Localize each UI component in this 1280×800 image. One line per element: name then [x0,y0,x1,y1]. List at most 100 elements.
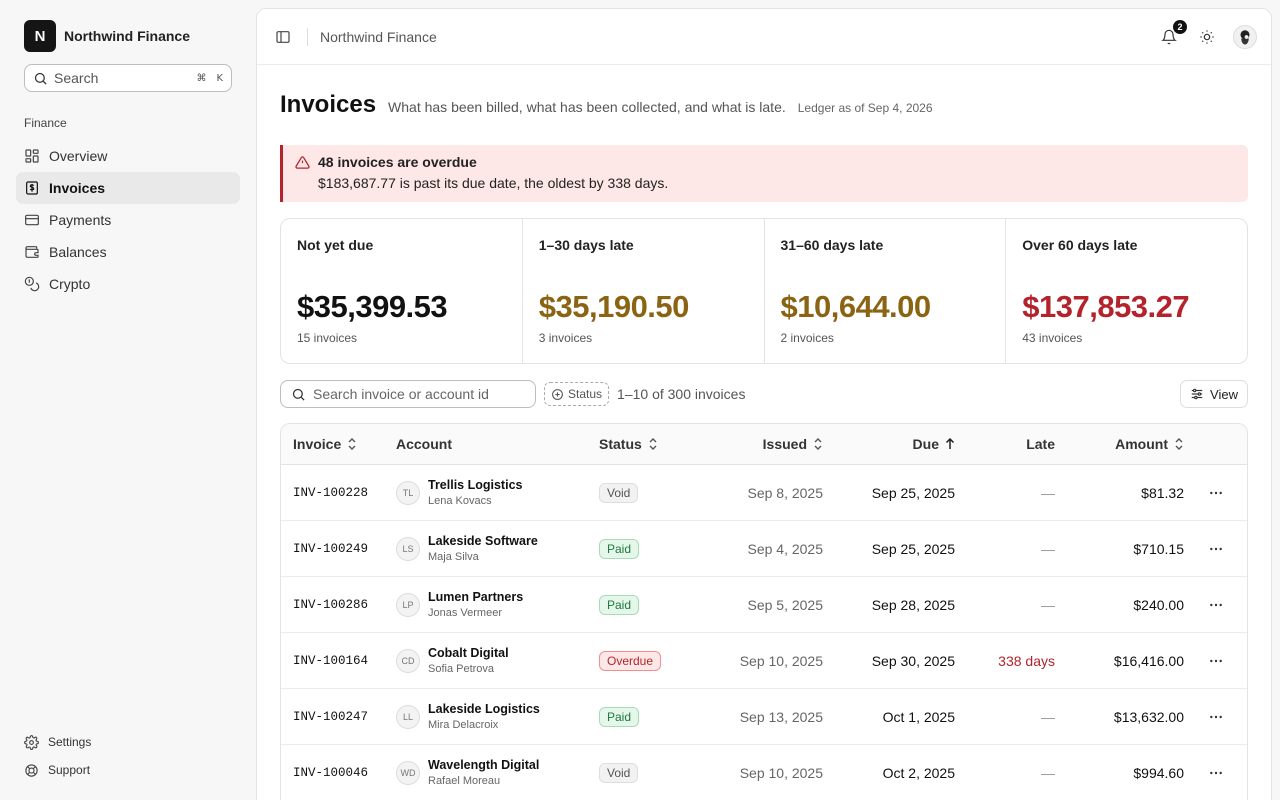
view-label: View [1210,386,1238,402]
more-horizontal-icon [1209,715,1222,718]
invoice-id[interactable]: INV-100046 [293,765,369,780]
row-actions-button[interactable] [1184,597,1247,613]
due-date: Sep 30, 2025 [871,652,955,669]
card-value: $35,399.53 [297,289,448,324]
account-cell[interactable]: LL Lakeside Logistics Mira Delacroix [396,702,599,732]
account-avatar: CD [396,648,420,673]
row-actions-button[interactable] [1184,485,1247,501]
table-toolbar: Search invoice or account id Status 1–10… [280,379,1248,409]
account-name: Cobalt Digital [428,645,509,660]
summary-card-over-60-late[interactable]: Over 60 days late $137,853.27 43 invoice… [1006,219,1247,363]
amount: $13,632.00 [1113,708,1184,725]
more-horizontal-icon [1209,491,1222,494]
sidebar-footer: Settings Support [16,728,240,784]
column-header-status[interactable]: Status [599,436,719,452]
sidebar-item-overview[interactable]: Overview [16,140,240,172]
invoice-search-placeholder: Search invoice or account id [313,386,489,402]
column-header-issued[interactable]: Issued [719,436,823,452]
account-avatar: WD [396,760,420,785]
status-filter-button[interactable]: Status [544,382,610,406]
table-row[interactable]: INV-100046 WD Wavelength Digital Rafael M… [281,745,1247,800]
aging-summary-cards: Not yet due $35,399.53 15 invoices 1–30 … [280,218,1248,364]
summary-card-not-yet-due[interactable]: Not yet due $35,399.53 15 invoices [281,219,523,363]
user-avatar[interactable] [1233,24,1257,49]
invoice-id[interactable]: INV-100249 [293,541,369,556]
sidebar-item-label: Crypto [49,276,91,292]
table-body: INV-100228 TL Trellis Logistics Lena Kova… [281,465,1247,800]
column-header-due[interactable]: Due [823,436,955,452]
invoice-id[interactable]: INV-100247 [293,709,369,724]
breadcrumb[interactable]: Northwind Finance [320,28,437,45]
status-filter-label: Status [568,387,603,401]
account-avatar: LS [396,536,420,561]
table-row[interactable]: INV-100247 LL Lakeside Logistics Mira Del… [281,689,1247,745]
credit-card-icon [25,214,39,226]
sidebar-item-label: Invoices [49,180,106,196]
sidebar-item-settings[interactable]: Settings [16,728,240,756]
invoice-search-input[interactable]: Search invoice or account id [280,380,536,408]
sidebar-item-balances[interactable]: Balances [16,236,240,268]
row-actions-button[interactable] [1184,541,1247,557]
account-cell[interactable]: CD Cobalt Digital Sofia Petrova [396,646,599,676]
notifications-button[interactable]: 2 [1157,19,1187,49]
row-actions-button[interactable] [1184,709,1247,725]
invoice-id[interactable]: INV-100286 [293,597,369,612]
sidebar-item-label: Support [48,763,91,777]
more-horizontal-icon [1209,771,1222,774]
wallet-icon [25,246,39,258]
summary-card-1-30-late[interactable]: 1–30 days late $35,190.50 3 invoices [523,219,765,363]
card-count: 43 invoices [1022,331,1083,345]
sidebar-item-invoices[interactable]: Invoices [16,172,240,204]
column-header-amount[interactable]: Amount [1055,436,1184,452]
layout-grid-icon [25,149,39,163]
row-actions-button[interactable] [1184,653,1247,669]
column-header-label: Due [912,436,939,452]
table-row[interactable]: INV-100228 TL Trellis Logistics Lena Kova… [281,465,1247,521]
table-row[interactable]: INV-100249 LS Lakeside Software Maja Silv… [281,521,1247,577]
status-badge: Void [599,482,639,503]
account-cell[interactable]: LP Lumen Partners Jonas Vermeer [396,590,599,620]
column-header-account[interactable]: Account [396,436,599,452]
sidebar-item-crypto[interactable]: Crypto [16,268,240,300]
view-options-button[interactable]: View [1180,380,1248,408]
column-header-label: Status [599,436,642,452]
summary-card-31-60-late[interactable]: 31–60 days late $10,644.00 2 invoices [765,219,1007,363]
row-actions-button[interactable] [1184,765,1247,781]
account-avatar: LL [396,704,420,729]
card-label: Not yet due [297,237,374,253]
invoice-id[interactable]: INV-100228 [293,485,369,500]
brand-logo: N [24,20,56,52]
column-header-invoice[interactable]: Invoice [281,436,396,452]
amount: $994.60 [1133,764,1184,781]
search-icon [34,72,47,85]
sidebar-item-support[interactable]: Support [16,756,240,784]
sidebar-item-payments[interactable]: Payments [16,204,240,236]
sidebar-toggle-button[interactable] [271,25,295,49]
table-row[interactable]: INV-100164 CD Cobalt Digital Sofia Petrov… [281,633,1247,689]
table-row[interactable]: INV-100286 LP Lumen Partners Jonas Vermee… [281,577,1247,633]
invoice-id[interactable]: INV-100164 [293,653,369,668]
account-cell[interactable]: TL Trellis Logistics Lena Kovacs [396,478,599,508]
account-cell[interactable]: LS Lakeside Software Maja Silva [396,534,599,564]
account-name: Trellis Logistics [428,477,523,492]
theme-toggle-button[interactable] [1195,25,1219,49]
brand-name: Northwind Finance [64,28,190,44]
card-label: Over 60 days late [1022,237,1138,253]
days-late: — [1041,708,1055,725]
plus-circle-icon [552,388,563,400]
more-horizontal-icon [1209,547,1222,550]
account-name: Lakeside Software [428,533,538,548]
more-horizontal-icon [1209,659,1222,662]
card-label: 31–60 days late [780,237,884,253]
issued-date: Sep 4, 2025 [747,540,823,557]
notification-count-badge: 2 [1173,19,1187,34]
sort-icon [649,438,657,450]
account-cell[interactable]: WD Wavelength Digital Rafael Moreau [396,758,599,788]
account-avatar: TL [396,480,420,505]
card-value: $137,853.27 [1022,289,1190,324]
brand[interactable]: N Northwind Finance [24,20,190,52]
sidebar-search[interactable]: Search ⌘ K [24,64,232,92]
card-value: $10,644.00 [780,289,932,324]
days-late: — [1041,484,1055,501]
sort-icon [814,438,822,450]
